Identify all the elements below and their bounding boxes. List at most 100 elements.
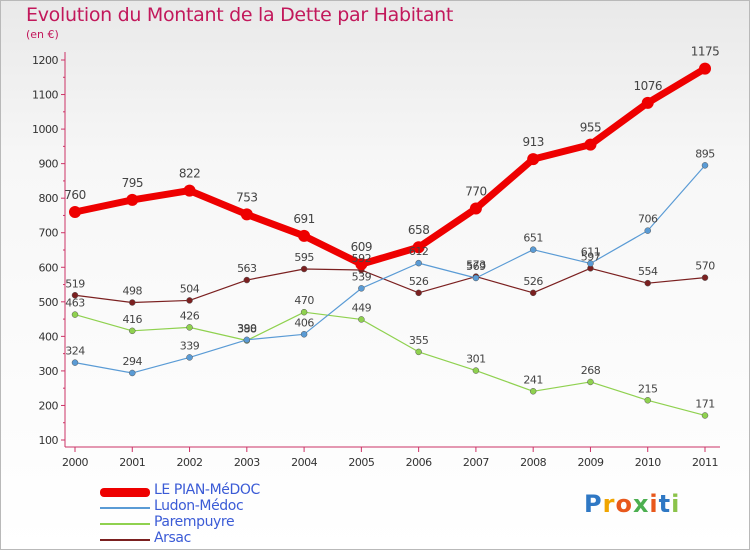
- data-point: [415, 348, 422, 356]
- data-point: [587, 378, 594, 386]
- data-point: [644, 397, 651, 404]
- x-tick-label: 2006: [406, 456, 432, 469]
- data-point: [529, 388, 537, 395]
- x-tick-label: 2000: [62, 456, 88, 469]
- legend-label: Ludon-Médoc: [154, 498, 244, 514]
- data-label: 595: [294, 251, 314, 264]
- data-point: [129, 327, 136, 335]
- proxiti-logo: Proxiti: [584, 490, 681, 518]
- data-label: 822: [179, 167, 200, 181]
- data-label: 390: [237, 322, 257, 335]
- data-label: 526: [523, 275, 543, 288]
- data-point: [300, 331, 308, 338]
- data-label: 504: [180, 282, 200, 295]
- y-tick-label: 600: [39, 261, 59, 274]
- data-point: [69, 206, 81, 218]
- data-label: 449: [352, 301, 372, 314]
- data-label: 526: [409, 275, 429, 288]
- data-label: 406: [294, 316, 314, 329]
- data-point: [529, 246, 537, 253]
- x-tick-label: 2010: [635, 456, 661, 469]
- data-label: 691: [293, 212, 314, 226]
- data-label: 612: [409, 245, 429, 258]
- data-label: 294: [123, 355, 143, 368]
- data-point: [701, 412, 709, 419]
- data-point: [469, 202, 482, 215]
- data-label: 760: [64, 188, 85, 202]
- data-point: [186, 297, 193, 304]
- x-tick-label: 2003: [234, 456, 260, 469]
- legend-swatch: [100, 507, 150, 509]
- y-tick-label: 900: [39, 158, 59, 171]
- data-label: 470: [294, 294, 314, 307]
- data-point: [71, 311, 79, 318]
- x-tick-label: 2008: [520, 456, 546, 469]
- data-point: [701, 274, 709, 281]
- data-label: 753: [236, 190, 257, 204]
- data-point: [641, 96, 654, 109]
- data-point: [240, 208, 253, 221]
- data-label: 324: [65, 345, 85, 358]
- data-point: [412, 241, 425, 254]
- data-label: 519: [65, 277, 85, 290]
- data-point: [300, 308, 308, 316]
- data-label: 795: [122, 176, 143, 190]
- data-label: 301: [466, 353, 486, 366]
- data-point: [129, 299, 136, 306]
- data-point: [243, 336, 251, 344]
- data-point: [644, 227, 651, 234]
- x-tick-label: 2004: [291, 456, 317, 469]
- x-tick-label: 2002: [177, 456, 203, 469]
- data-label: 563: [237, 262, 257, 275]
- data-point: [472, 274, 480, 282]
- series-line: [74, 164, 706, 374]
- data-point: [644, 279, 651, 287]
- data-point: [71, 292, 79, 299]
- chart-title: Evolution du Montant de la Dette par Hab…: [26, 4, 454, 26]
- data-point: [126, 193, 139, 206]
- y-tick-label: 500: [39, 296, 59, 309]
- y-tick-label: 200: [39, 399, 59, 412]
- data-label: 1076: [633, 79, 662, 93]
- x-tick-label: 2005: [348, 456, 374, 469]
- data-point: [415, 259, 422, 267]
- data-label: 268: [581, 364, 601, 377]
- data-label: 570: [695, 260, 715, 273]
- data-point: [300, 265, 308, 273]
- x-tick-label: 2011: [692, 456, 718, 469]
- data-point: [186, 324, 193, 331]
- legend-swatch: [100, 523, 150, 525]
- data-label: 592: [352, 252, 372, 265]
- y-tick-label: 1200: [32, 54, 58, 67]
- data-point: [584, 138, 597, 151]
- data-label: 609: [351, 240, 372, 254]
- series-line: [71, 65, 709, 268]
- data-point: [587, 260, 594, 267]
- series-line: [74, 311, 706, 417]
- data-label: 498: [123, 285, 143, 298]
- data-label: 573: [466, 259, 486, 272]
- data-point: [699, 62, 711, 75]
- legend-label: Arsac: [154, 530, 191, 546]
- data-point: [129, 369, 136, 377]
- y-tick-label: 100: [39, 434, 59, 447]
- data-label: 463: [65, 297, 85, 310]
- y-tick-label: 400: [39, 330, 59, 343]
- data-label: 554: [638, 265, 658, 278]
- data-label: 416: [123, 313, 143, 326]
- legend-label: LE PIAN-MéDOC: [154, 482, 260, 498]
- data-point: [186, 354, 193, 361]
- data-label: 597: [581, 250, 601, 263]
- data-label: 426: [180, 309, 200, 322]
- series-line: [74, 267, 706, 304]
- x-tick-label: 2009: [577, 456, 603, 469]
- data-label: 569: [466, 260, 486, 273]
- data-label: 770: [465, 185, 486, 199]
- data-label: 241: [523, 373, 543, 386]
- data-point: [529, 289, 537, 297]
- data-point: [355, 258, 368, 271]
- data-label: 895: [695, 147, 715, 160]
- data-label: 539: [352, 270, 372, 283]
- data-point: [358, 285, 365, 292]
